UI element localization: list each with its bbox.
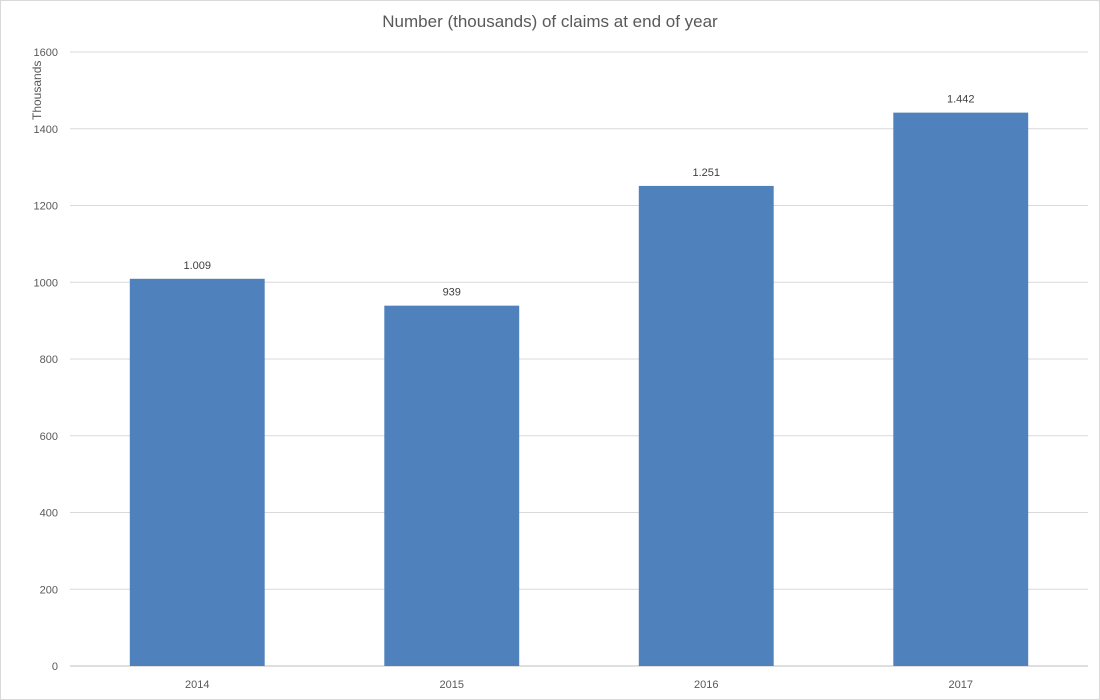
- y-tick-label: 400: [40, 508, 58, 520]
- data-label-2016: 1.251: [692, 167, 720, 179]
- bar-2016: [638, 185, 774, 666]
- bar-2014: [129, 278, 265, 666]
- y-axis-ticks: 0 200 400 600 800 1000 1200 1400 1600: [34, 47, 58, 673]
- data-label-2017: 1.442: [947, 94, 975, 106]
- bars: [129, 112, 1029, 666]
- chart-title: Number (thousands) of claims at end of y…: [382, 12, 718, 31]
- y-tick-label: 800: [40, 354, 58, 366]
- x-tick-label: 2014: [185, 679, 209, 691]
- y-tick-label: 0: [52, 661, 58, 673]
- y-tick-label: 1200: [34, 201, 58, 213]
- data-label-2015: 939: [443, 287, 461, 299]
- y-tick-label: 1000: [34, 277, 58, 289]
- x-tick-label: 2015: [440, 679, 464, 691]
- data-label-2014: 1.009: [183, 260, 211, 272]
- data-labels: 1.009 939 1.251 1.442: [183, 94, 974, 299]
- y-tick-label: 600: [40, 431, 58, 443]
- x-tick-label: 2017: [949, 679, 973, 691]
- y-tick-label: 1400: [34, 124, 58, 136]
- x-tick-label: 2016: [694, 679, 718, 691]
- y-tick-label: 200: [40, 584, 58, 596]
- bar-2017: [893, 112, 1029, 666]
- bar-2015: [384, 305, 520, 666]
- y-tick-label: 1600: [34, 47, 58, 59]
- x-axis-ticks: 2014 2015 2016 2017: [185, 679, 973, 691]
